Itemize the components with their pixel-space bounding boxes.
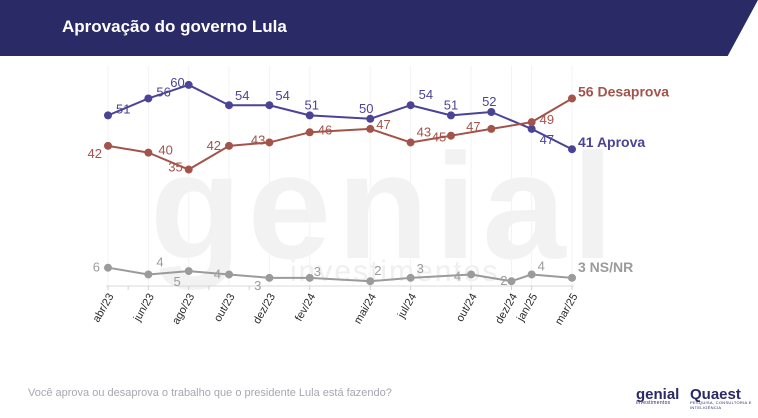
data-label-ns-nr: 4 [454,268,461,283]
data-label-desaprova: 49 [540,112,554,127]
data-label-ns-nr: 3 [254,278,261,293]
data-point-aprova [406,101,415,110]
x-tick-label: mai/24 [352,292,379,327]
genial-logo-subtext: investimentos [636,400,671,406]
x-tick-label: fev/24 [293,292,318,324]
data-label-aprova: 54 [235,88,249,103]
approval-line-chart: abr/23 jun/23 ago/23 out/23 dez/23 fev/24 mai/… [88,66,669,328]
data-label-desaprova: 47 [466,119,480,134]
data-point-aprova [265,101,274,110]
series-line-desaprova [107,97,573,171]
data-label-ns-nr: 6 [93,260,100,275]
quaest-logo-subtext: PESQUISA, CONSULTORIA E INTELIGÊNCIA [690,400,752,410]
x-tick-label: abr/23 [91,292,117,325]
data-point-ns-nr [144,270,153,279]
data-point-ns-nr [104,263,112,272]
survey-question: Você aprova ou desaprova o trabalho que … [28,387,392,399]
data-point-desaprova [446,131,455,140]
data-label-ns-nr: 4 [156,254,163,269]
quaest-logo: Quaest PESQUISA, CONSULTORIA E INTELIGÊN… [690,386,758,410]
data-point-ns-nr [527,270,536,279]
watermark-logo: genial [150,122,620,290]
data-label-ns-nr: 5 [173,274,180,289]
data-point-aprova [144,94,153,103]
data-point-ns-nr [184,267,193,276]
data-point-desaprova [406,138,415,147]
data-point-aprova [104,111,112,120]
x-tick-label: dez/23 [251,292,278,327]
data-label-aprova: 51 [116,101,130,116]
data-label-desaprova: 40 [158,143,172,158]
data-point-aprova [305,111,314,120]
data-label-aprova: 56 [156,84,170,99]
data-point-desaprova [104,141,112,150]
data-point-desaprova [366,124,375,133]
series-line-aprova [107,83,573,151]
data-point-desaprova [265,138,274,147]
genial-logo-text: genial [636,386,680,403]
data-label-ns-nr: 2 [500,273,507,288]
page-title: Aprovação do governo Lula [62,17,287,36]
x-tick-label: dez/24 [493,292,520,327]
data-label-aprova: 54 [419,87,433,102]
data-point-aprova [487,108,496,116]
data-label-desaprova: 46 [318,122,332,137]
data-label-aprova: 51 [305,97,319,112]
data-label-desaprova: 43 [251,132,265,147]
data-label-desaprova: 47 [376,117,390,132]
data-label-aprova: 54 [275,88,289,103]
data-point-aprova [446,111,455,120]
x-tick-label: jun/23 [131,292,157,325]
x-tick-label: jul/24 [395,292,419,322]
header-bar [0,0,758,56]
data-point-ns-nr [225,270,234,279]
data-point-aprova [527,124,536,133]
series-end-label-aprova: 41 Aprova [578,134,645,150]
x-tick-label: jan/25 [514,292,540,325]
data-point-aprova [225,101,234,110]
data-point-ns-nr [366,277,375,286]
data-point-ns-nr [507,277,516,286]
data-label-aprova: 52 [482,94,496,109]
data-point-ns-nr [406,273,415,282]
data-point-desaprova [305,128,314,137]
data-point-desaprova [527,118,536,127]
data-point-aprova [366,114,375,123]
data-label-ns-nr: 3 [314,264,321,279]
data-label-desaprova: 43 [417,124,431,139]
quaest-logo-text: Quaest [690,386,741,403]
watermark-subtext: investimentos [290,255,500,288]
data-point-desaprova [487,124,496,133]
data-label-desaprova: 35 [168,160,182,175]
data-point-ns-nr [568,273,576,282]
data-label-ns-nr: 3 [417,261,424,276]
data-label-ns-nr: 2 [374,263,381,278]
genial-logo: genial investimentos [636,386,679,406]
data-label-aprova: 51 [444,97,458,112]
x-tick-label: ago/23 [170,292,197,327]
data-label-desaprova: 45 [432,130,446,145]
data-label-ns-nr: 4 [214,266,221,281]
data-point-desaprova [144,148,153,157]
data-label-desaprova: 42 [88,146,102,161]
x-tick-label: out/24 [454,292,480,324]
data-label-aprova: 47 [540,132,554,147]
series-end-label-ns-nr: 3 NS/NR [578,259,633,275]
data-point-ns-nr [265,273,274,282]
data-label-ns-nr: 4 [538,258,545,273]
data-point-desaprova [225,141,234,150]
data-point-desaprova [568,94,576,103]
data-label-aprova: 50 [359,101,373,116]
data-label-desaprova: 42 [207,138,221,153]
data-point-ns-nr [305,273,314,282]
data-point-ns-nr [467,270,476,279]
data-point-aprova [184,80,193,89]
x-tick-label: out/23 [212,292,238,324]
x-tick-label: mar/25 [553,292,581,328]
series-end-label-desaprova: 56 Desaprova [578,83,669,99]
data-point-desaprova [184,165,193,174]
data-label-aprova: 60 [170,75,184,90]
data-point-aprova [568,145,576,154]
